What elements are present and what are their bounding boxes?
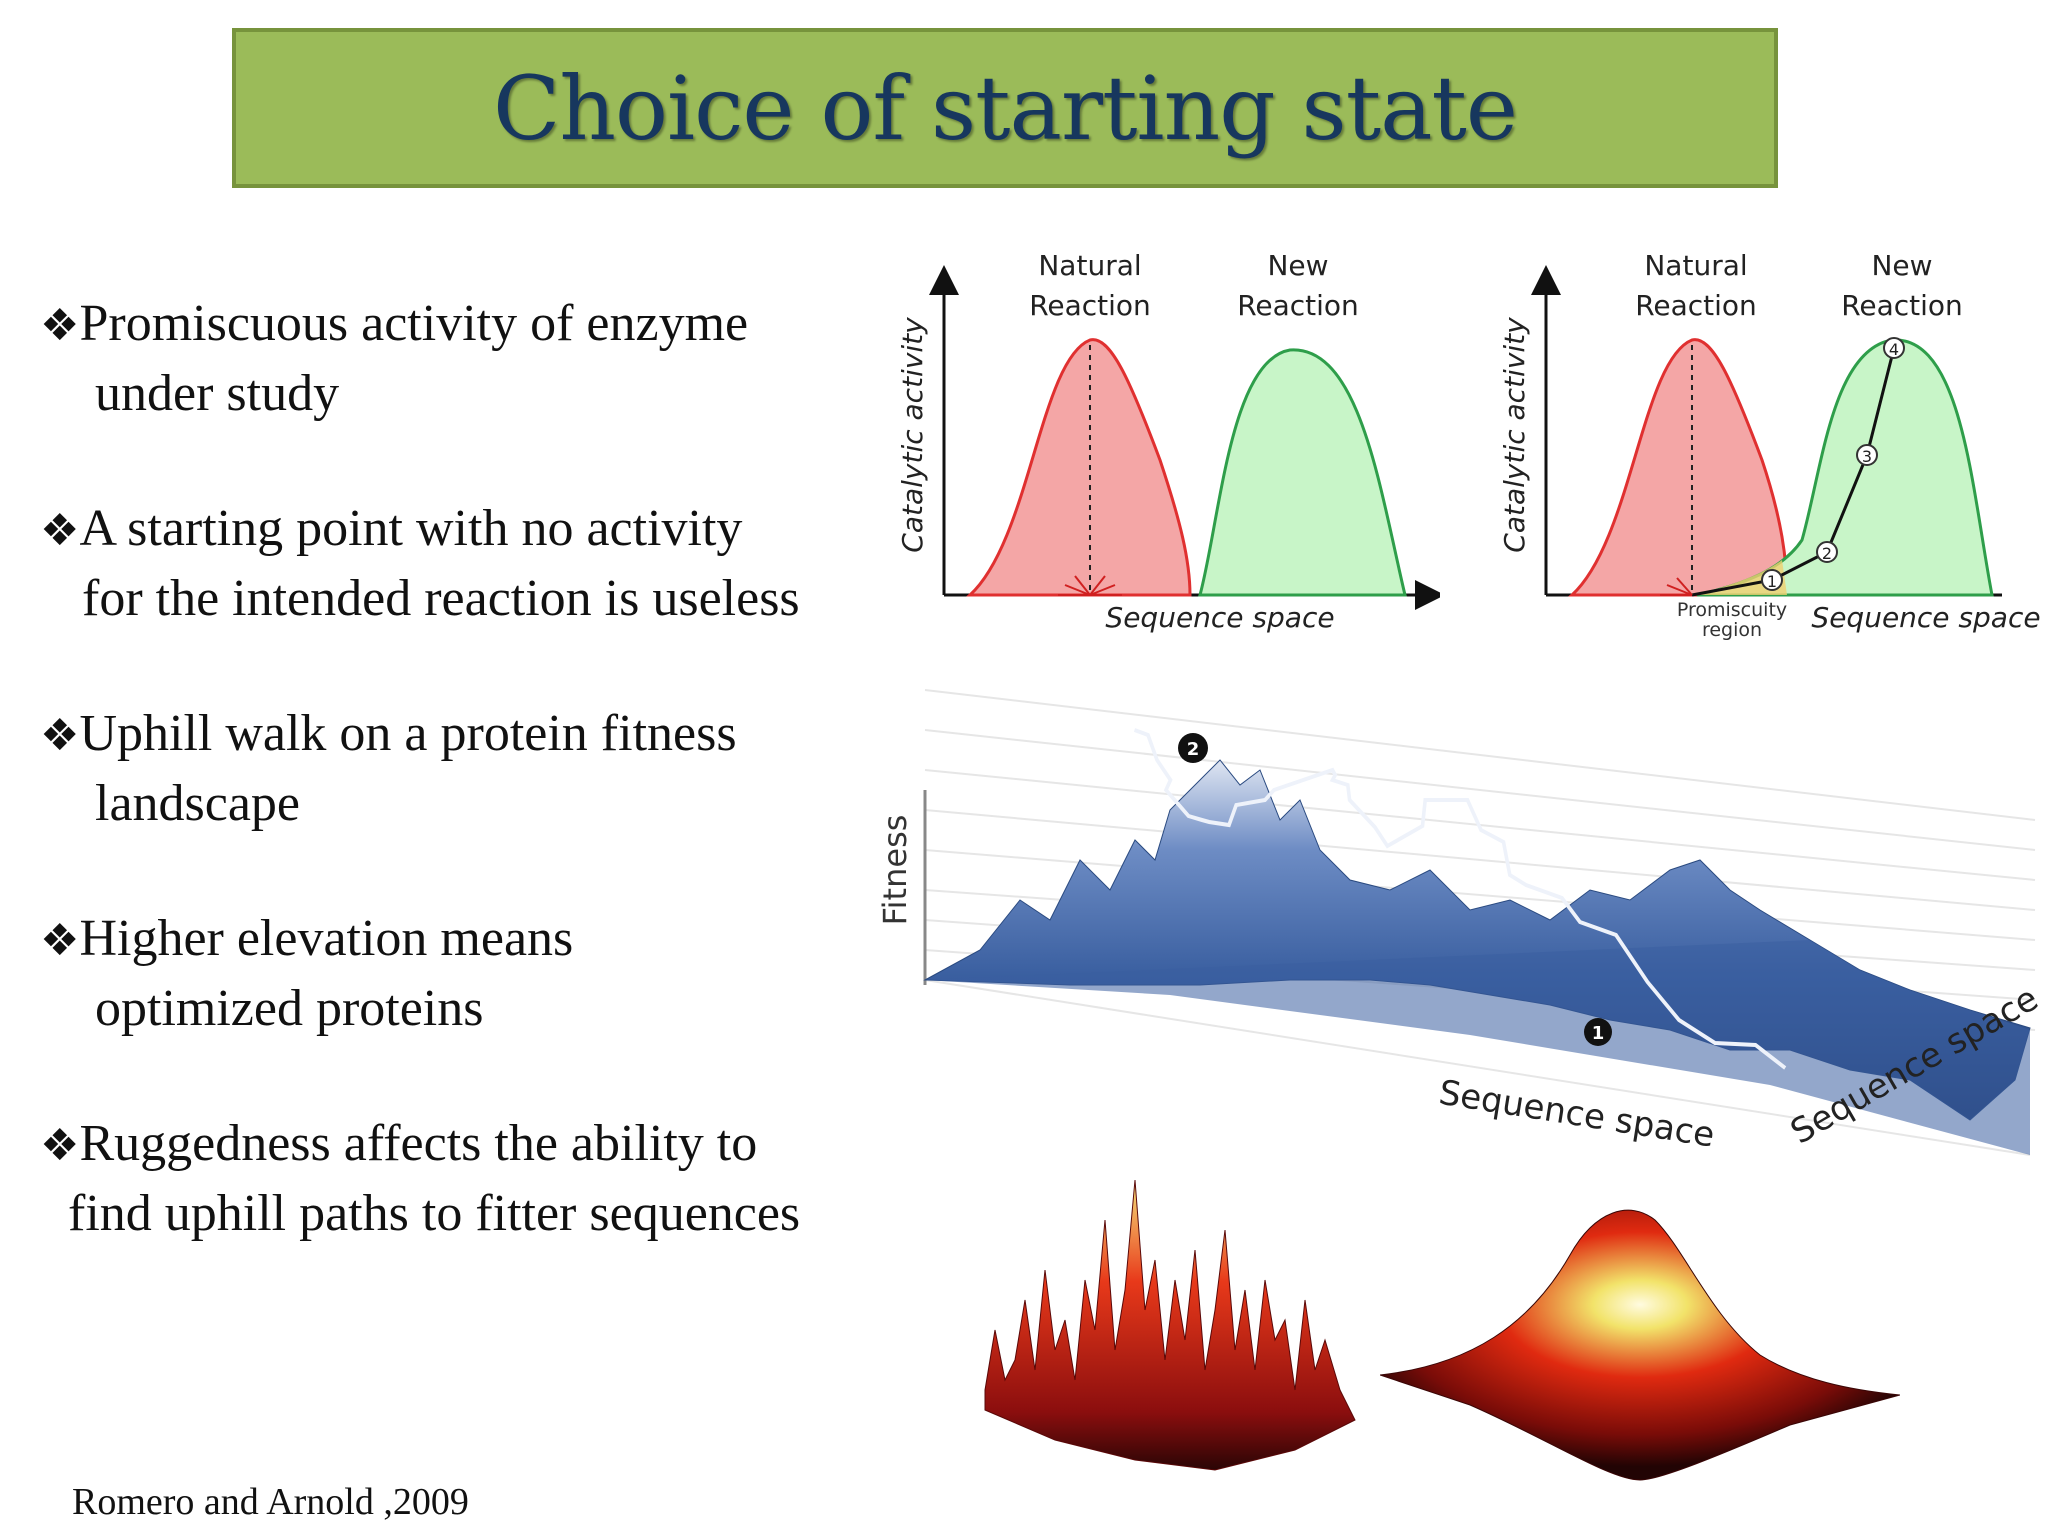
bullet-item: ❖A starting point with no activity for t… <box>40 495 880 633</box>
promiscuity-label: Promiscuity <box>1677 599 1787 621</box>
fitness-landscape: 1 2 Fitness Sequence space Sequence spac… <box>876 689 2040 1156</box>
diamond-bullet-icon: ❖ <box>40 505 80 556</box>
new-label: New <box>1871 249 1932 282</box>
rugged-peaks <box>984 1179 1356 1471</box>
svg-text:2: 2 <box>1187 739 1200 760</box>
sequence-axis-label-x: Sequence space <box>1436 1073 1717 1156</box>
step-marker-2: 2 <box>1816 541 1838 563</box>
y-axis-label: Catalytic activity <box>1498 317 1531 553</box>
natural-reaction-peak <box>1568 338 1789 597</box>
activity-diagram-left: Natural Reaction New Reaction Sequence s… <box>896 249 1440 634</box>
svg-text:2: 2 <box>1822 544 1832 563</box>
landscape-base <box>925 940 2030 1155</box>
step-marker-3: 3 <box>1856 444 1878 466</box>
natural-label: Natural <box>1644 249 1747 282</box>
bullet-text-line2: optimized proteins <box>95 980 484 1037</box>
smooth-peak <box>1380 1209 1900 1481</box>
bullet-text-line2: under study <box>95 365 340 422</box>
starting-point-burst-icon <box>1660 577 1693 596</box>
smooth-landscape <box>1380 1209 1900 1481</box>
bullet-item: ❖Promiscuous activity of enzyme under st… <box>40 290 880 428</box>
diamond-bullet-icon: ❖ <box>40 710 80 761</box>
promiscuity-label-2: region <box>1702 619 1762 641</box>
diamond-bullet-icon: ❖ <box>40 915 80 966</box>
x-axis-label: Sequence space <box>1105 601 1334 634</box>
bullet-item: ❖Uphill walk on a protein fitness landsc… <box>40 700 880 838</box>
step-marker-1: 1 <box>1761 569 1783 591</box>
bullet-item: ❖Higher elevation means optimized protei… <box>40 905 880 1043</box>
title-banner: Choice of starting state <box>232 28 1778 188</box>
new-label-2: Reaction <box>1237 289 1359 322</box>
bullet-text-line2: find uphill paths to fitter sequences <box>68 1185 801 1242</box>
uphill-walk-path <box>1133 728 1787 1070</box>
step-marker-4: 4 <box>1883 337 1905 359</box>
diamond-bullet-icon: ❖ <box>40 300 80 351</box>
citation: Romero and Arnold ,2009 <box>72 1481 469 1523</box>
activity-diagram-right: 1 2 3 4 Natural Reaction New Reaction Pr… <box>1498 249 2041 641</box>
svg-text:3: 3 <box>1862 447 1872 466</box>
new-label: New <box>1267 249 1328 282</box>
natural-label-2: Reaction <box>1029 289 1151 322</box>
diamond-bullet-icon: ❖ <box>40 1120 80 1171</box>
svg-text:1: 1 <box>1767 572 1777 591</box>
y-axis-label: Catalytic activity <box>896 317 929 553</box>
natural-label: Natural <box>1038 249 1141 282</box>
bullet-text-line1: Higher elevation means <box>79 910 574 967</box>
x-axis-label: Sequence space <box>1811 601 2040 634</box>
bullet-text-line1: A starting point with no activity <box>79 500 743 557</box>
bullet-text-line1: Promiscuous activity of enzyme <box>79 295 749 352</box>
bullet-text-line2: landscape <box>95 775 301 832</box>
marker-1: 1 <box>1584 1018 1612 1046</box>
rugged-landscape <box>984 1179 1356 1471</box>
marker-2: 2 <box>1178 733 1208 763</box>
bullet-text-line1: Ruggedness affects the ability to <box>79 1115 758 1172</box>
slide-title: Choice of starting state <box>493 56 1518 160</box>
new-reaction-peak <box>1198 348 1407 597</box>
natural-reaction-peak <box>966 338 1192 597</box>
new-label-2: Reaction <box>1841 289 1963 322</box>
bullet-text-line2: for the intended reaction is useless <box>82 570 800 627</box>
bullet-item: ❖Ruggedness affects the ability to find … <box>40 1110 880 1248</box>
natural-label-2: Reaction <box>1635 289 1757 322</box>
svg-text:4: 4 <box>1889 340 1899 359</box>
svg-text:1: 1 <box>1592 1023 1605 1044</box>
fitness-axis-label: Fitness <box>876 815 914 926</box>
starting-point-burst-icon <box>1058 575 1122 596</box>
bullet-text-line1: Uphill walk on a protein fitness <box>79 705 737 762</box>
